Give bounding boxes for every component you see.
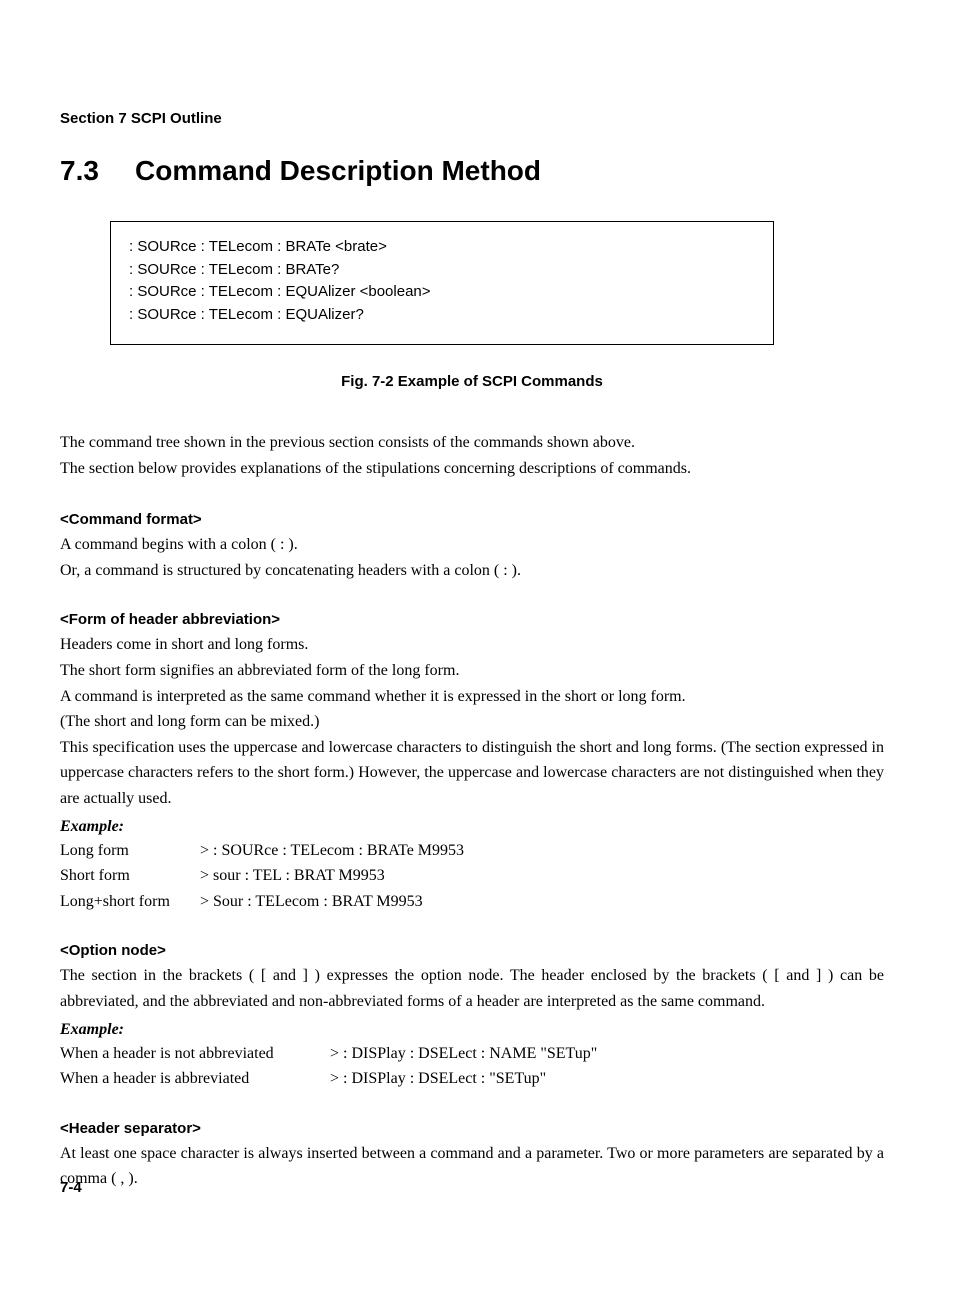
header-abbrev-section: <Form of header abbreviation> Headers co… [60, 611, 884, 914]
title-text: Command Description Method [135, 155, 541, 187]
body-text: At least one space character is always i… [60, 1141, 884, 1192]
code-line: : SOURce : TELecom : BRATe <brate> [129, 236, 755, 259]
subheading: <Option node> [60, 942, 884, 959]
body-text: The short form signifies an abbreviated … [60, 658, 884, 684]
subheading: <Header separator> [60, 1120, 884, 1137]
example-value: > : DISPlay : DSELect : NAME "SETup" [330, 1041, 597, 1067]
code-line: : SOURce : TELecom : EQUAlizer <boolean> [129, 281, 755, 304]
header-separator-section: <Header separator> At least one space ch… [60, 1120, 884, 1192]
example-key: Long form [60, 838, 200, 864]
example-row: Long+short form > Sour : TELecom : BRAT … [60, 889, 884, 915]
intro-line: The section below provides explanations … [60, 456, 884, 482]
option-node-section: <Option node> The section in the bracket… [60, 942, 884, 1091]
figure-caption: Fig. 7-2 Example of SCPI Commands [60, 373, 884, 390]
example-row: Short form > sour : TEL : BRAT M9953 [60, 863, 884, 889]
body-text: A command is interpreted as the same com… [60, 684, 884, 710]
body-text: Or, a command is structured by concatena… [60, 558, 884, 584]
code-line: : SOURce : TELecom : EQUAlizer? [129, 304, 755, 327]
page-number: 7-4 [60, 1179, 82, 1196]
example-key: Short form [60, 863, 200, 889]
example-value: > sour : TEL : BRAT M9953 [200, 863, 385, 889]
running-header: Section 7 SCPI Outline [60, 110, 884, 127]
scpi-command-box: : SOURce : TELecom : BRATe <brate> : SOU… [110, 221, 774, 345]
body-text: A command begins with a colon ( : ). [60, 532, 884, 558]
page: Section 7 SCPI Outline 7.3 Command Descr… [0, 0, 954, 1306]
example-table: When a header is not abbreviated > : DIS… [60, 1041, 884, 1092]
example-key: When a header is abbreviated [60, 1066, 330, 1092]
example-label: Example: [60, 818, 884, 836]
body-text: This specification uses the uppercase an… [60, 735, 884, 812]
example-value: > : DISPlay : DSELect : "SETup" [330, 1066, 546, 1092]
example-row: Long form > : SOURce : TELecom : BRATe M… [60, 838, 884, 864]
code-line: : SOURce : TELecom : BRATe? [129, 259, 755, 282]
title-number: 7.3 [60, 155, 135, 187]
body-text: (The short and long form can be mixed.) [60, 709, 884, 735]
example-label: Example: [60, 1021, 884, 1039]
example-key: Long+short form [60, 889, 200, 915]
example-table: Long form > : SOURce : TELecom : BRATe M… [60, 838, 884, 915]
example-value: > : SOURce : TELecom : BRATe M9953 [200, 838, 464, 864]
body-text: The section in the brackets ( [ and ] ) … [60, 963, 884, 1014]
title-row: 7.3 Command Description Method [60, 155, 884, 187]
example-value: > Sour : TELecom : BRAT M9953 [200, 889, 423, 915]
body-text: Headers come in short and long forms. [60, 632, 884, 658]
example-row: When a header is abbreviated > : DISPlay… [60, 1066, 884, 1092]
subheading: <Form of header abbreviation> [60, 611, 884, 628]
example-row: When a header is not abbreviated > : DIS… [60, 1041, 884, 1067]
subheading: <Command format> [60, 511, 884, 528]
command-format-section: <Command format> A command begins with a… [60, 511, 884, 583]
intro-block: The command tree shown in the previous s… [60, 430, 884, 481]
intro-line: The command tree shown in the previous s… [60, 430, 884, 456]
example-key: When a header is not abbreviated [60, 1041, 330, 1067]
